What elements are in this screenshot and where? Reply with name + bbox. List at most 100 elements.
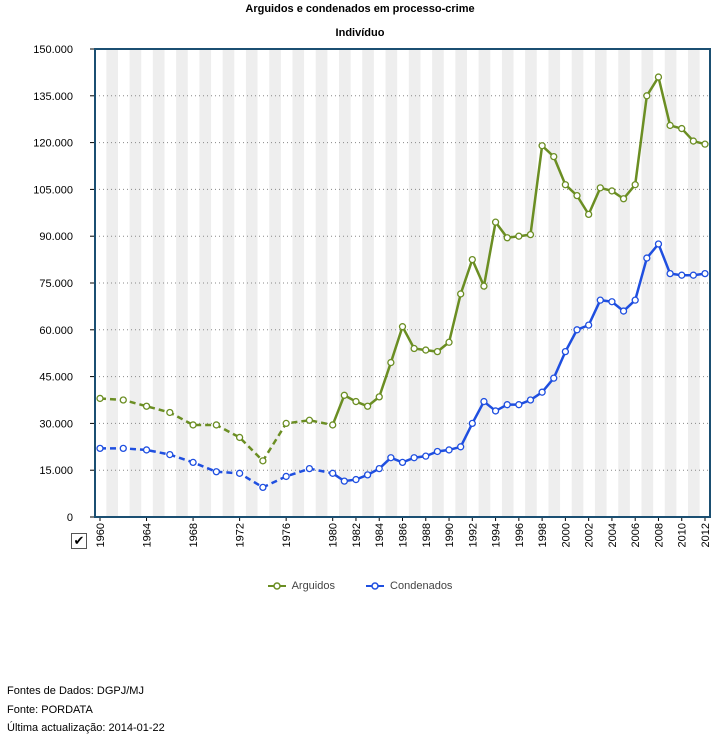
data-point-condenados-1996: [515, 401, 523, 409]
year-band: [222, 49, 235, 517]
data-point-arguidos-1985: [387, 358, 395, 367]
data-point-condenados-1998: [538, 388, 546, 396]
data-point-condenados-1992: [468, 419, 476, 428]
chart-subtitle: Indivíduo: [335, 27, 385, 39]
data-point-arguidos-1984: [375, 393, 383, 401]
legend: Arguidos Condenados: [0, 580, 720, 593]
data-point-condenados-1966: [166, 450, 174, 459]
condenados-legend-marker-icon: [366, 582, 385, 590]
x-tick-label: 2000: [560, 523, 572, 547]
data-point-condenados-1982: [352, 475, 360, 484]
data-point-arguidos-1980: [329, 421, 337, 429]
x-tick-label: 1990: [444, 523, 456, 547]
data-point-condenados-1974: [259, 483, 267, 492]
data-point-condenados-1972: [235, 469, 244, 477]
data-point-condenados-2010: [678, 271, 686, 279]
data-point-condenados-1990: [445, 446, 453, 454]
year-band: [525, 49, 537, 517]
legend-item-arguidos[interactable]: Arguidos: [267, 580, 335, 592]
data-point-arguidos-1968: [189, 421, 197, 429]
data-point-condenados-2008: [654, 240, 663, 248]
data-point-condenados-1985: [387, 454, 395, 462]
x-tick-label: 2010: [677, 523, 689, 547]
plot-area-border: [94, 48, 711, 518]
data-point-arguidos-2005: [619, 195, 628, 203]
footer-last-updated: Última actualização: 2014-01-22: [7, 722, 165, 734]
x-tick-label: 1998: [537, 523, 549, 547]
x-tick-label: 1986: [398, 523, 410, 547]
y-tick-label: 30.000: [39, 418, 73, 430]
data-point-condenados-2006: [631, 296, 639, 304]
x-tick-label: 1972: [235, 523, 247, 547]
year-band: [594, 49, 607, 517]
data-point-arguidos-2012: [701, 140, 709, 148]
data-point-arguidos-1960: [96, 394, 104, 403]
data-point-arguidos-1988: [422, 346, 430, 354]
data-point-condenados-1989: [433, 447, 442, 456]
y-tick-label: 135.000: [33, 91, 73, 103]
data-point-arguidos-1997: [526, 230, 535, 239]
data-point-arguidos-1992: [468, 255, 476, 264]
x-tick-label: 2002: [584, 523, 596, 547]
year-band: [176, 49, 188, 517]
data-point-condenados-2000: [561, 347, 570, 356]
legend-item-condenados[interactable]: Condenados: [366, 580, 452, 592]
year-band: [292, 49, 305, 517]
x-tick-label: 2006: [630, 523, 642, 547]
data-point-condenados-2012: [701, 269, 709, 278]
data-point-condenados-1987: [410, 454, 418, 462]
data-point-condenados-2009: [666, 269, 674, 278]
y-tick-label: 0: [67, 512, 73, 524]
data-point-condenados-1995: [503, 401, 511, 409]
data-point-arguidos-1962: [119, 396, 127, 404]
y-tick-label: 45.000: [39, 372, 73, 384]
data-point-arguidos-1972: [235, 433, 244, 442]
data-point-arguidos-2000: [561, 181, 570, 189]
data-point-arguidos-1994: [491, 218, 500, 226]
x-tick-label: 1960: [95, 523, 107, 547]
year-band: [339, 49, 351, 517]
data-point-arguidos-2010: [678, 124, 686, 133]
year-band: [152, 49, 165, 517]
series-condenados-line-dashed: [100, 447, 333, 489]
data-point-condenados-1962: [119, 444, 127, 453]
data-point-arguidos-2004: [608, 187, 616, 195]
data-point-condenados-1988: [422, 452, 430, 460]
data-point-condenados-2005: [619, 307, 628, 315]
year-band: [688, 49, 700, 517]
series-toggle-checkbox[interactable]: ✔: [71, 533, 87, 549]
footer-data-sources: Fontes de Dados: DGPJ/MJ: [7, 685, 144, 697]
y-tick-label: 120.000: [33, 138, 73, 150]
data-point-arguidos-1986: [398, 323, 407, 331]
y-tick-label: 105.000: [33, 184, 73, 196]
year-band: [455, 49, 467, 517]
x-tick-label: 2004: [607, 523, 619, 547]
arguidos-legend-marker-icon: [267, 582, 286, 590]
data-point-arguidos-2003: [596, 184, 604, 192]
x-tick-label: 1984: [374, 523, 386, 547]
year-band: [571, 49, 584, 517]
x-tick-label: 2012: [700, 523, 712, 547]
x-tick-label: 2008: [653, 523, 665, 547]
data-point-arguidos-1991: [457, 290, 465, 298]
data-point-arguidos-1982: [352, 397, 360, 406]
data-point-arguidos-1970: [212, 421, 220, 429]
data-point-condenados-1991: [457, 443, 465, 451]
data-point-arguidos-2011: [689, 137, 698, 145]
legend-label-arguidos: Arguidos: [291, 580, 335, 592]
data-point-condenados-1993: [480, 397, 488, 406]
data-point-arguidos-1987: [410, 344, 418, 353]
x-tick-label: 1976: [281, 523, 293, 547]
data-point-arguidos-2002: [585, 210, 593, 219]
data-point-condenados-2003: [596, 296, 604, 304]
data-point-condenados-2007: [643, 254, 651, 262]
data-point-arguidos-1993: [480, 282, 488, 290]
data-point-condenados-1999: [550, 374, 558, 382]
footer-source: Fonte: PORDATA: [7, 704, 93, 716]
data-point-arguidos-2009: [666, 121, 674, 130]
year-band: [664, 49, 677, 517]
chart-title: Arguidos e condenados em processo-crime: [245, 3, 475, 15]
year-band: [106, 49, 118, 517]
x-tick-label: 1996: [514, 523, 526, 547]
year-band: [408, 49, 421, 517]
